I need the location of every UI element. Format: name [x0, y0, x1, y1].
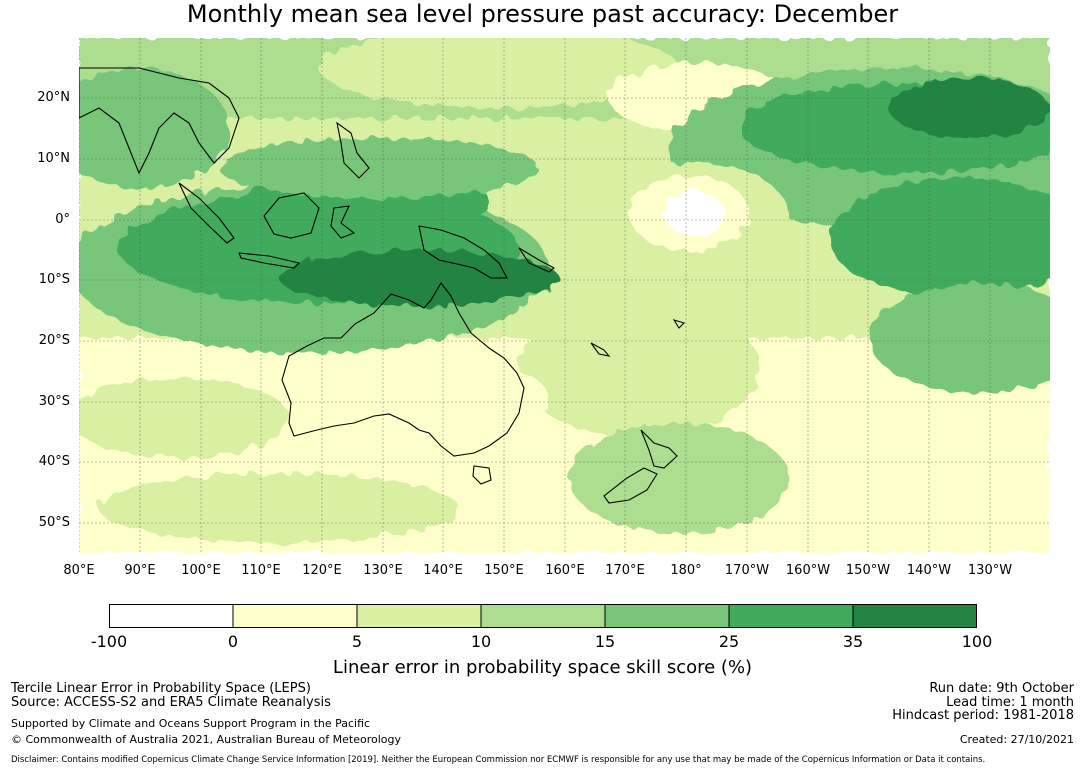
lon-label: 150°W — [845, 563, 891, 578]
lat-label: 30°S — [38, 394, 70, 409]
chart-title: Monthly mean sea level pressure past acc… — [186, 0, 899, 28]
lon-label: 120°E — [302, 563, 342, 578]
skill-region — [869, 283, 1050, 393]
skill-map — [79, 38, 1050, 553]
coast-new-zealand-north — [640, 429, 678, 469]
lat-label: 10°N — [37, 151, 70, 166]
skill-region — [79, 378, 289, 458]
skill-region — [569, 423, 789, 533]
support-text: Supported by Climate and Oceans Support … — [11, 717, 371, 730]
coast-new-caledonia — [590, 342, 611, 357]
coast-new-zealand-south — [603, 467, 658, 504]
coastlines — [79, 67, 686, 504]
coast-new-guinea — [418, 225, 508, 279]
colorbar-segment — [109, 604, 233, 628]
colorbar-segment — [729, 604, 853, 628]
lon-label: 150°E — [484, 563, 524, 578]
colorbar-segment — [233, 604, 357, 628]
colorbar-label: Linear error in probability space skill … — [332, 657, 753, 678]
skill-region — [519, 298, 759, 438]
colorbar-segment — [605, 604, 729, 628]
coast-borneo — [263, 192, 320, 239]
lon-label: 140°W — [906, 563, 952, 578]
coast-philippines — [336, 121, 370, 179]
lon-label: 170°W — [724, 563, 770, 578]
colorbar-segment — [481, 604, 605, 628]
colorbar-tick: 5 — [351, 632, 363, 651]
lon-label: 130°E — [363, 563, 403, 578]
coast-sulawesi — [330, 205, 356, 239]
disclaimer-text: Disclaimer: Contains modified Copernicus… — [11, 755, 986, 765]
colorbar-segment — [357, 604, 481, 628]
created-text: Created: 27/10/2021 — [959, 733, 1074, 746]
method-text: Tercile Linear Error in Probability Spac… — [11, 681, 311, 696]
source-text: Source: ACCESS-S2 and ERA5 Climate Reana… — [11, 695, 331, 710]
coast-solomons — [518, 247, 555, 273]
lon-label: 160°W — [785, 563, 831, 578]
colorbar — [109, 604, 977, 628]
lat-label: 50°S — [38, 515, 70, 530]
colorbar-tick: 100 — [961, 632, 993, 651]
coast-sumatra — [178, 182, 235, 244]
coast-australia — [281, 282, 525, 457]
lon-label: 100°E — [181, 563, 221, 578]
colorbar-tick: 0 — [227, 632, 239, 651]
lon-label: 180° — [670, 563, 702, 578]
skill-region — [889, 78, 1049, 138]
colorbar-tick: 25 — [718, 632, 740, 651]
skill-region — [319, 38, 679, 108]
lon-label: 170°E — [605, 563, 645, 578]
lead-time-text: Lead time: 1 month — [946, 695, 1074, 710]
skill-region — [829, 178, 1050, 298]
coast-fiji — [672, 319, 686, 329]
skill-region — [99, 473, 459, 543]
skill-region — [664, 191, 724, 235]
lat-label: 10°S — [38, 272, 70, 287]
coast-indochina — [79, 67, 240, 175]
colorbar-tick: -100 — [90, 632, 128, 651]
copyright-text: © Commonwealth of Australia 2021, Austra… — [11, 733, 401, 746]
skill-region — [249, 353, 549, 443]
hindcast-text: Hindcast period: 1981-2018 — [892, 708, 1074, 723]
colorbar-tick: 35 — [842, 632, 864, 651]
lat-label: 40°S — [38, 454, 70, 469]
run-date-text: Run date: 9th October — [929, 681, 1074, 696]
lon-label: 140°E — [423, 563, 463, 578]
skill-region — [279, 250, 559, 306]
skill-region — [219, 138, 539, 198]
colorbar-tick: 15 — [594, 632, 616, 651]
lat-label: 20°S — [38, 333, 70, 348]
colorbar-segment — [853, 604, 977, 628]
lon-label: 130°W — [967, 563, 1013, 578]
coast-tasmania — [472, 465, 492, 485]
lon-label: 90°E — [124, 563, 156, 578]
colorbar-tick: 10 — [470, 632, 492, 651]
graticule — [79, 38, 1050, 553]
lon-label: 110°E — [241, 563, 281, 578]
coast-java — [238, 252, 301, 269]
lat-label: 20°N — [37, 90, 70, 105]
lon-label: 160°E — [545, 563, 585, 578]
skill-field — [79, 38, 1050, 553]
lon-label: 80°E — [63, 563, 95, 578]
lat-label: 0° — [55, 212, 70, 227]
